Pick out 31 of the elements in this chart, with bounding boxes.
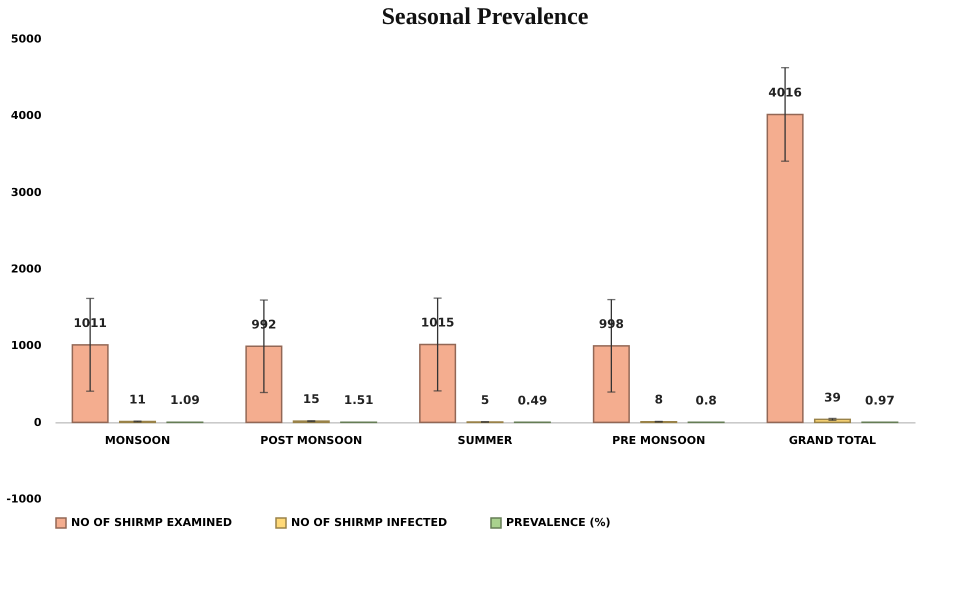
y-tick-label: 5000	[10, 32, 42, 46]
bar	[245, 346, 282, 424]
bar	[72, 344, 109, 424]
chart-title: Seasonal Prevalence	[382, 4, 589, 30]
x-tick-label: SUMMER	[458, 434, 513, 447]
y-tick-label: 3000	[10, 186, 42, 199]
x-tick-label: PRE MONSOON	[612, 434, 706, 447]
data-label: 39	[824, 390, 841, 404]
y-tick-label: 1000	[10, 339, 42, 352]
data-label: 8	[654, 392, 663, 407]
data-label: 11	[129, 392, 146, 406]
x-tick-label: POST MONSOON	[260, 434, 362, 447]
legend-label: NO OF SHIRMP EXAMINED	[71, 516, 232, 529]
legend-label: PREVALENCE (%)	[506, 516, 611, 529]
y-tick-label: 0	[34, 416, 42, 429]
data-label: 0.97	[865, 393, 895, 408]
x-tick-label: MONSOON	[104, 434, 170, 447]
data-label: 0.49	[518, 393, 548, 408]
bar	[592, 345, 630, 424]
y-tick-label: 4000	[10, 109, 42, 122]
bar	[419, 344, 456, 424]
data-label: 15	[302, 392, 320, 406]
data-label: 1.09	[170, 393, 200, 408]
data-label: 1.51	[344, 393, 374, 408]
data-label: 5	[480, 392, 490, 407]
y-tick-label: -1000	[6, 492, 42, 506]
x-tick-label: GRAND TOTAL	[788, 434, 876, 447]
y-tick-label: 2000	[10, 262, 42, 276]
data-label: 0.8	[695, 393, 717, 408]
bar	[766, 114, 804, 424]
legend-label: NO OF SHIRMP INFECTED	[291, 516, 448, 529]
